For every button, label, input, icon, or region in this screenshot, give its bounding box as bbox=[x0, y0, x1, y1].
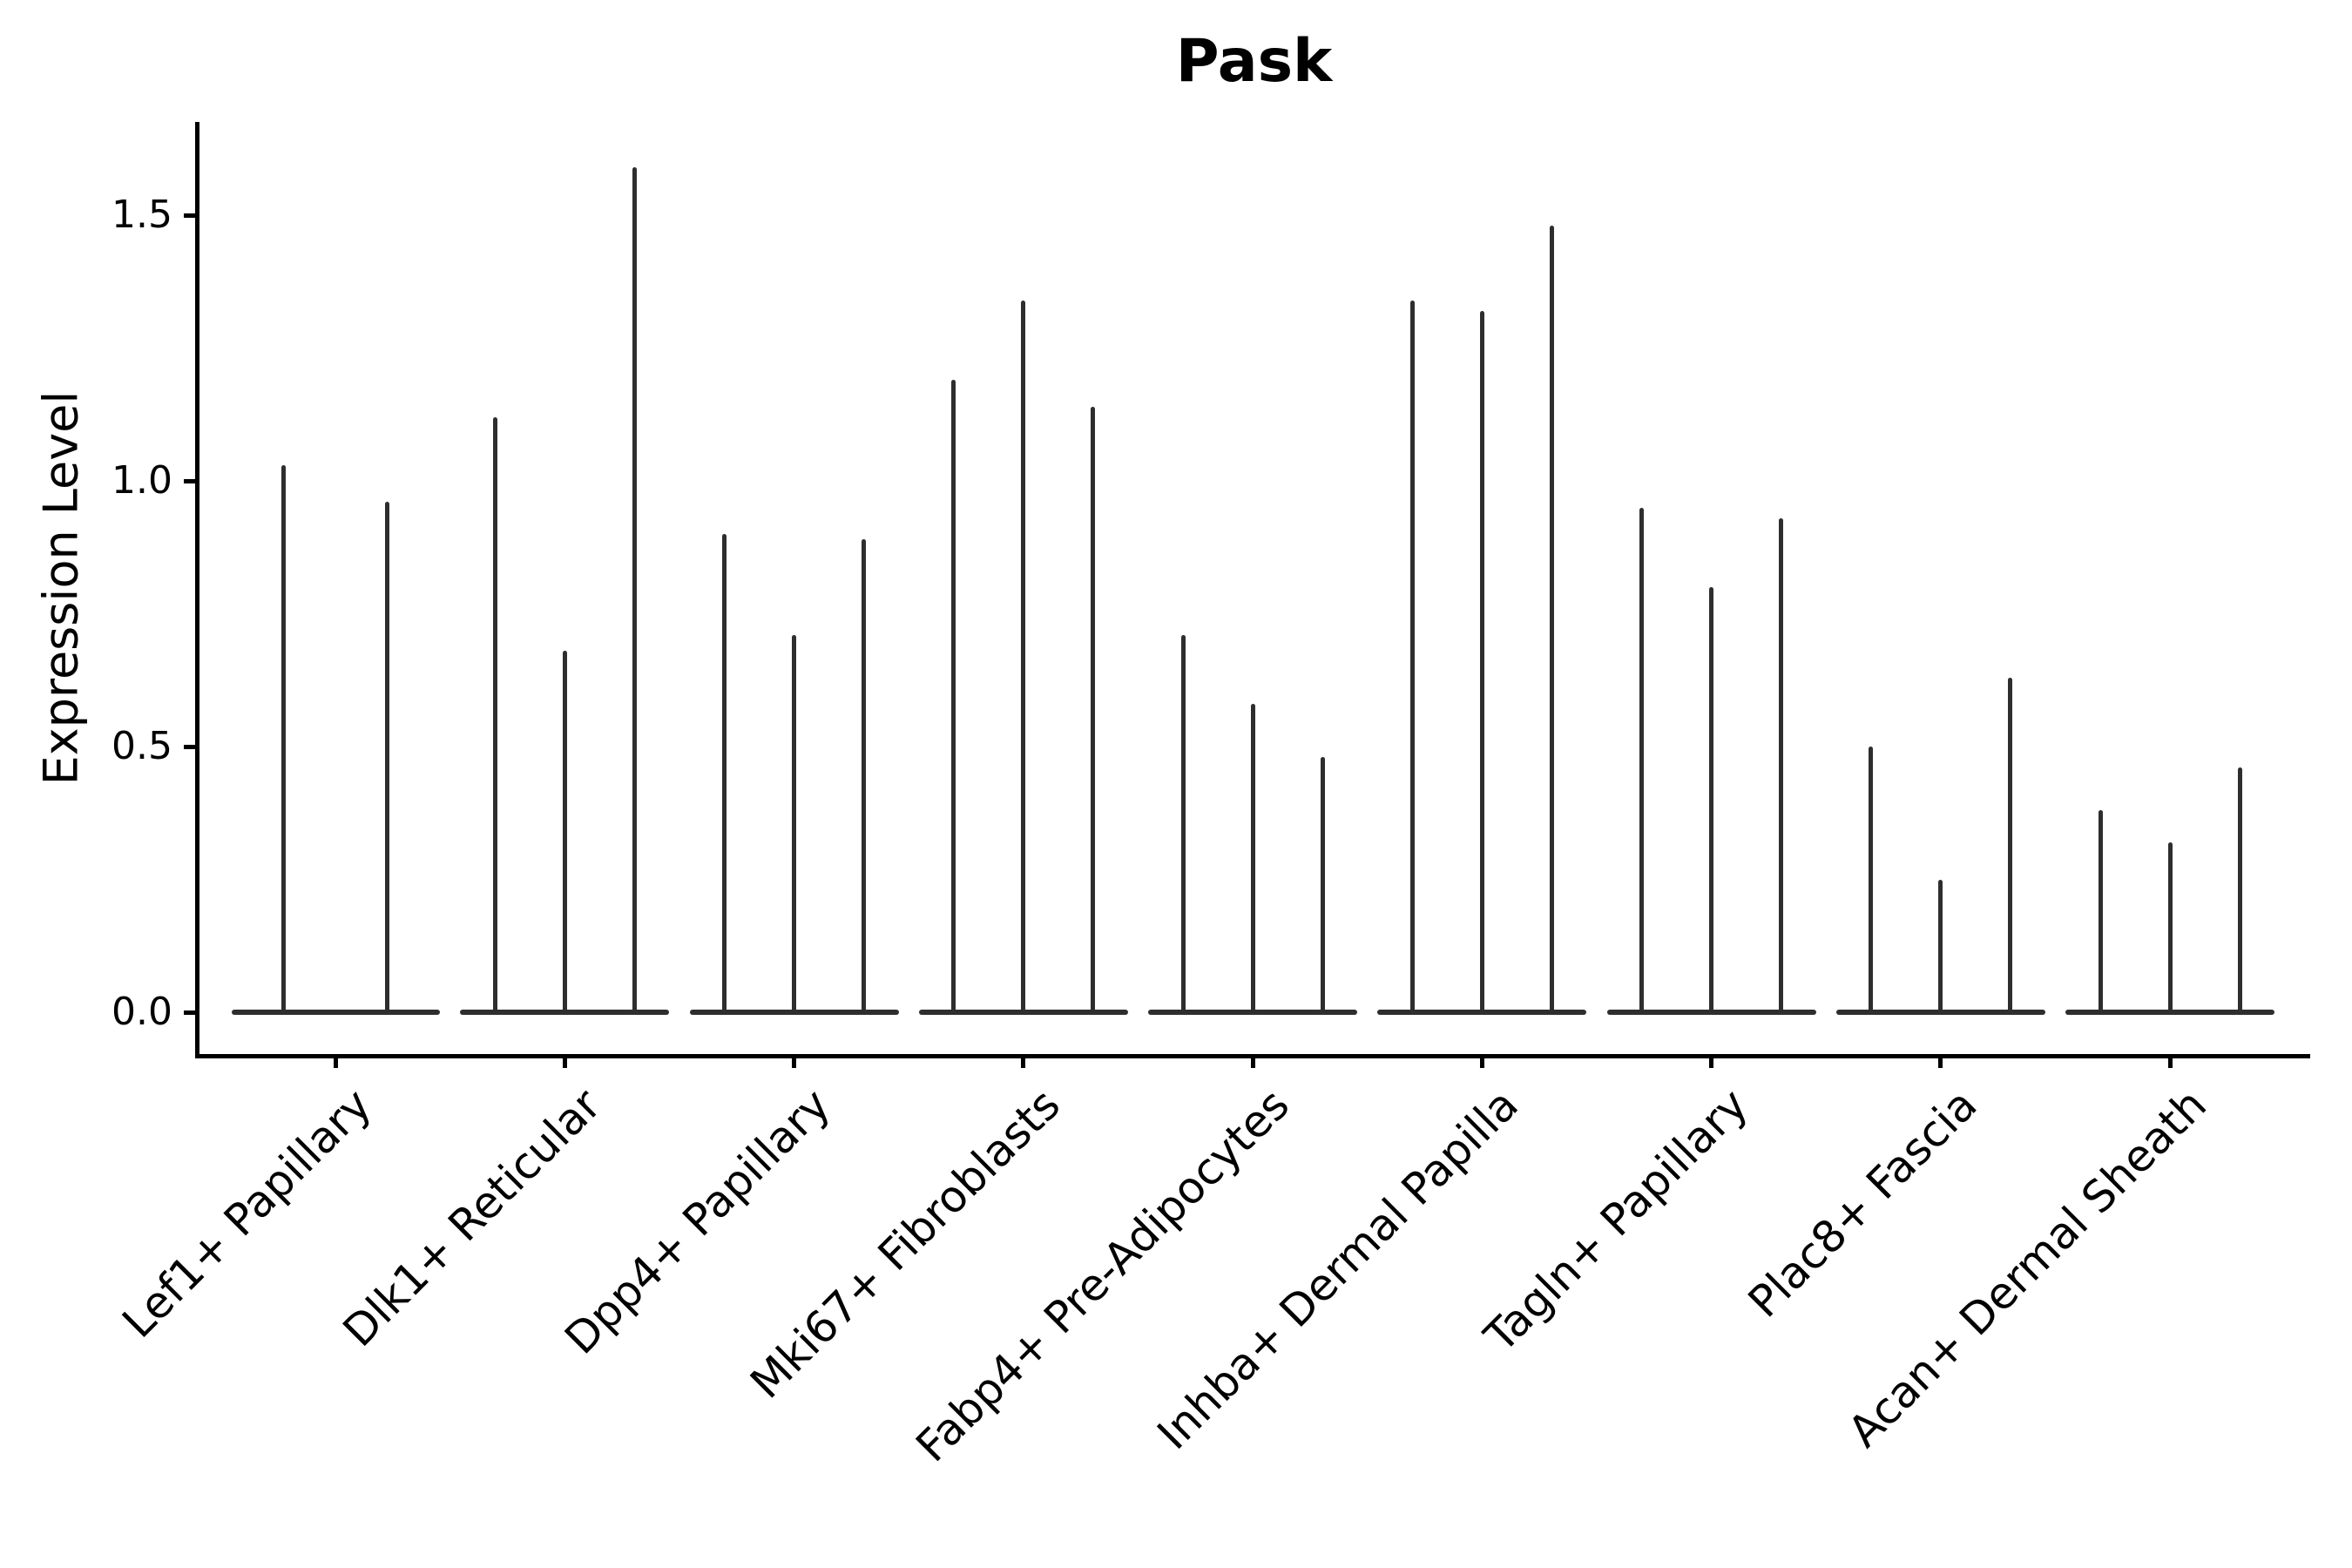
violin-spike bbox=[492, 416, 497, 1015]
violin-spike bbox=[862, 539, 866, 1015]
violin-spike bbox=[1021, 300, 1026, 1015]
violin-base bbox=[231, 1010, 440, 1015]
violin-spike bbox=[1869, 747, 1874, 1015]
violin-spike bbox=[1320, 757, 1325, 1015]
x-tick-mark bbox=[1709, 1054, 1713, 1068]
violin-spike bbox=[1250, 704, 1255, 1015]
violin-spike bbox=[1479, 310, 1484, 1015]
x-tick-mark bbox=[1021, 1054, 1026, 1068]
x-tick-mark bbox=[562, 1054, 567, 1068]
x-tick-mark bbox=[333, 1054, 338, 1068]
violin-spike bbox=[2098, 810, 2103, 1015]
violin-spike bbox=[1409, 300, 1415, 1015]
violin-spike bbox=[1779, 517, 1783, 1015]
y-tick-label: 0.0 bbox=[112, 990, 172, 1034]
y-axis-spine bbox=[195, 122, 199, 1058]
y-tick-mark bbox=[184, 478, 198, 483]
violin-spike bbox=[2008, 677, 2013, 1015]
violin-spike bbox=[281, 464, 286, 1015]
violin-spike bbox=[2237, 767, 2242, 1015]
y-tick-label: 0.5 bbox=[112, 724, 172, 768]
x-tick-label: Plac8+ Fascia bbox=[1738, 1078, 1987, 1328]
chart-title: Pask bbox=[1175, 27, 1333, 96]
x-tick-mark bbox=[1938, 1054, 1943, 1068]
violin-spike bbox=[2167, 841, 2173, 1015]
violin-spike bbox=[1091, 406, 1096, 1015]
violin-spike bbox=[1549, 226, 1554, 1015]
y-tick-mark bbox=[184, 744, 198, 749]
y-tick-mark bbox=[184, 213, 198, 218]
violin-spike bbox=[792, 634, 796, 1015]
x-tick-mark bbox=[1250, 1054, 1255, 1068]
x-tick-mark bbox=[1479, 1054, 1484, 1068]
violin-spike bbox=[1639, 507, 1644, 1015]
violin-spike bbox=[632, 167, 637, 1015]
y-tick-label: 1.5 bbox=[112, 193, 172, 237]
violin-spike bbox=[562, 651, 567, 1015]
violin-spike bbox=[722, 534, 727, 1015]
y-tick-label: 1.0 bbox=[112, 458, 172, 503]
violin-spike bbox=[385, 502, 389, 1015]
x-tick-label: Lef1+ Papillary bbox=[112, 1078, 382, 1348]
violin-spike bbox=[1180, 634, 1186, 1015]
violin-spike bbox=[1709, 587, 1713, 1015]
y-tick-mark bbox=[184, 1010, 198, 1015]
violin-spike bbox=[1938, 879, 1943, 1015]
violin-spike bbox=[951, 380, 956, 1015]
x-tick-label: Fabp4+ Pre-Adipocytes bbox=[906, 1078, 1299, 1472]
x-tick-mark bbox=[2167, 1054, 2173, 1068]
x-tick-mark bbox=[792, 1054, 796, 1068]
